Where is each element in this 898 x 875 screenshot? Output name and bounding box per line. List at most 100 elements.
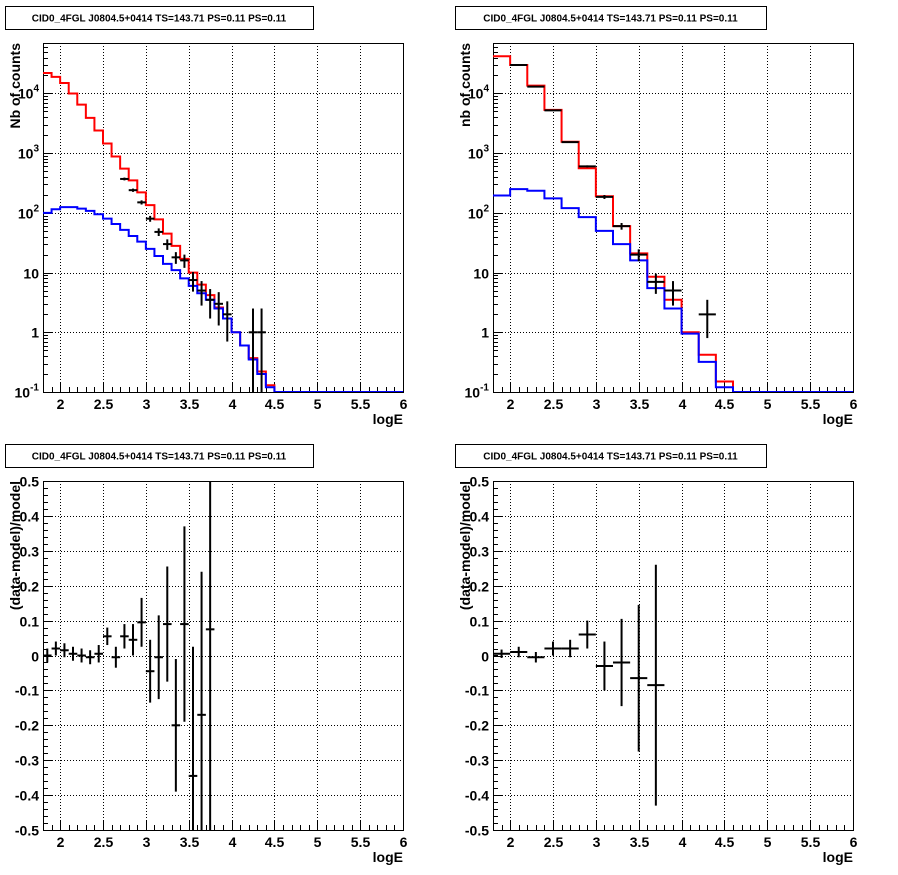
x-tick-label: 6 [850, 834, 858, 850]
x-tick-label: 4 [229, 834, 237, 850]
chart-panel-2: CID0_4FGL J0804.5+0414 TS=143.71 PS=0.11… [455, 6, 858, 427]
data-point [188, 272, 198, 292]
y-tick-label: 1 [31, 325, 39, 341]
data-point [630, 604, 648, 752]
data-point [120, 177, 129, 181]
plot-area [493, 564, 665, 806]
data-point [205, 289, 215, 319]
x-tick-label: 5 [314, 396, 322, 412]
x-tick-label: 3.5 [630, 834, 650, 850]
data-point [197, 571, 206, 830]
x-tick-label: 4.5 [715, 834, 735, 850]
data-point [77, 648, 86, 663]
chart-title: CID0_4FGL J0804.5+0414 TS=143.71 PS=0.11… [483, 452, 738, 463]
data-point [154, 228, 163, 236]
x-tick-label: 6 [400, 834, 408, 850]
chart-title-box [455, 444, 767, 468]
data-point [248, 308, 258, 392]
y-tick-label: -0.2 [15, 718, 39, 734]
chart-title: CID0_4FGL J0804.5+0414 TS=143.71 PS=0.11… [32, 14, 287, 25]
data-point [664, 281, 682, 306]
x-tick-label: 4 [679, 396, 687, 412]
y-axis-title: Nb of counts [7, 43, 23, 129]
y-tick-label: 103 [468, 144, 490, 162]
y-axis-title: nb of counts [457, 43, 473, 127]
data-point [163, 566, 172, 682]
data-point [154, 615, 163, 700]
data-point [647, 564, 665, 806]
plot-frame [43, 43, 404, 393]
y-tick-label: 0.2 [20, 579, 40, 595]
data-point [595, 195, 613, 199]
data-point [128, 188, 138, 192]
y-tick-label: 1 [481, 325, 489, 341]
data-point [613, 618, 631, 707]
x-tick-label: 3 [593, 834, 601, 850]
x-tick-label: 3.5 [180, 396, 200, 412]
data-point [60, 643, 69, 658]
data-point [137, 200, 146, 205]
data-point [630, 249, 648, 262]
y-tick-label: -0.3 [465, 753, 489, 769]
data-point [510, 646, 528, 658]
data-point [493, 649, 511, 658]
x-tick-label: 3 [143, 396, 151, 412]
plot-area [493, 55, 853, 392]
data-point [145, 215, 155, 222]
data-point [171, 252, 181, 264]
x-tick-label: 6 [850, 396, 858, 412]
data-point [257, 308, 266, 392]
y-tick-label: -0.5 [15, 823, 39, 839]
y-axis-title: (data-model)/model [457, 481, 473, 610]
data-point [51, 641, 61, 656]
x-tick-label: 2 [507, 834, 515, 850]
histogram-line-blue [493, 188, 853, 392]
y-tick-label: 0 [31, 649, 39, 665]
data-point [578, 165, 596, 168]
data-point [613, 222, 631, 230]
data-point [180, 254, 189, 268]
x-tick-label: 5.5 [801, 834, 821, 850]
data-point [527, 652, 545, 663]
x-tick-label: 5.5 [801, 396, 821, 412]
y-tick-label: -0.1 [465, 683, 489, 699]
y-tick-label: 102 [18, 204, 40, 222]
x-axis-title: logE [823, 849, 853, 865]
x-tick-label: 2.5 [544, 834, 564, 850]
data-point [120, 624, 129, 649]
chart-title-box [5, 6, 314, 30]
x-tick-label: 2 [57, 834, 65, 850]
chart-panel-3: CID0_4FGL J0804.5+0414 TS=143.71 PS=0.11… [5, 444, 408, 865]
y-tick-label: 10 [473, 266, 489, 282]
data-point [180, 526, 189, 722]
data-point [544, 641, 562, 656]
data-point [94, 645, 103, 663]
y-tick-label: 0 [481, 649, 489, 665]
data-point [205, 481, 215, 830]
plot-area [43, 481, 215, 830]
y-axis-title: (data-model)/model [7, 481, 23, 610]
y-tick-label: 0.3 [20, 544, 40, 560]
data-point [163, 239, 172, 250]
data-point [647, 273, 665, 294]
y-tick-label: 104 [18, 84, 40, 102]
histogram-line-blue [43, 206, 403, 392]
y-tick-label: 10-1 [15, 383, 40, 401]
data-point [561, 141, 579, 144]
x-tick-label: 4 [679, 834, 687, 850]
data-point [698, 299, 716, 339]
y-tick-label: 0.1 [470, 614, 490, 630]
x-tick-label: 2.5 [544, 396, 564, 412]
data-point [188, 646, 198, 830]
chart-title: CID0_4FGL J0804.5+0414 TS=143.71 PS=0.11… [32, 452, 287, 463]
y-tick-label: 0.5 [20, 474, 40, 490]
data-point [197, 281, 206, 306]
data-point [43, 648, 52, 663]
data-point [561, 639, 579, 658]
data-point [595, 641, 613, 691]
y-tick-label: 0.4 [20, 509, 40, 525]
x-tick-label: 2 [507, 396, 515, 412]
x-axis-title: logE [373, 411, 403, 427]
plot-area [43, 72, 403, 392]
